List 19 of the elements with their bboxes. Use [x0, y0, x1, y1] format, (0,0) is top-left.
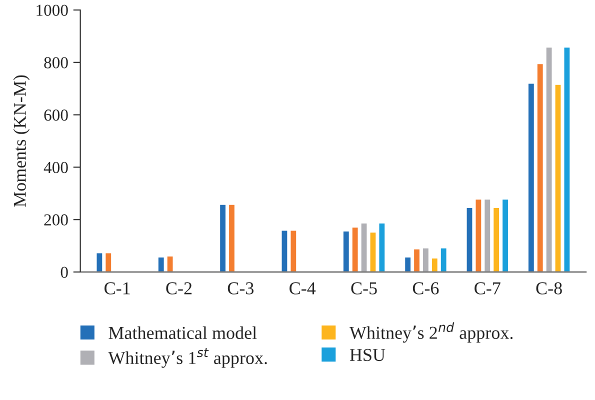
x-tick-label: C-8: [536, 282, 562, 294]
y-tick-label: 600: [44, 110, 68, 121]
x-tick-label: C-7: [474, 282, 500, 294]
x-tick-label: C-5: [351, 282, 377, 294]
x-tick-label: C-2: [166, 282, 192, 294]
legend-label: Whitney’s 2$^{nd}$ approx.: [349, 322, 513, 343]
x-tick-label: C-4: [290, 282, 316, 294]
y-axis-title: Moments (KN-M): [13, 75, 30, 207]
legend-label: Mathematical model: [108, 326, 257, 340]
y-tick-label: 400: [44, 162, 68, 174]
y-tick-label: 800: [44, 57, 68, 68]
x-tick-label: C-6: [412, 282, 439, 294]
y-tick-label: 1000: [36, 4, 68, 16]
y-tick-label: 0: [60, 266, 68, 278]
legend-label: HSU: [350, 348, 386, 362]
legend-label: Whitney’s 1$^{st}$ approx.: [108, 348, 267, 368]
y-tick-label: 200: [44, 214, 68, 226]
x-tick-label: C-1: [104, 282, 130, 294]
x-tick-label: C-3: [228, 282, 254, 294]
